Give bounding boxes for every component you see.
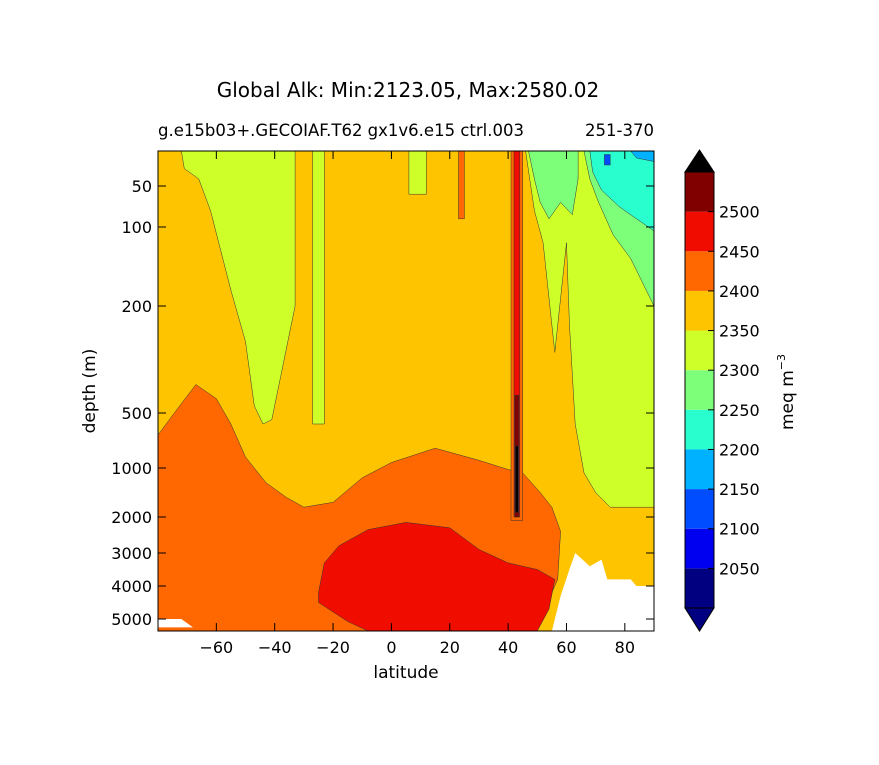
colorbar-tick-label: 2150: [719, 480, 760, 499]
y-tick-label: 3000: [111, 544, 152, 563]
x-tick-label: 0: [386, 638, 396, 657]
x-tick-label: 60: [556, 638, 576, 657]
colorbar-segment: [685, 211, 714, 252]
y-tick-label: 500: [121, 404, 152, 423]
colorbar-tick-label: 2350: [719, 322, 760, 341]
contour-arctic-min: [604, 154, 611, 166]
colorbar-extend-max: [684, 149, 715, 173]
y-axis-label: depth (m): [80, 349, 100, 434]
colorbar-segment: [685, 409, 714, 450]
contour-equatorial-low: [408, 150, 427, 195]
colorbar-label-unit: meq m: [778, 370, 798, 430]
colorbar-segment: [685, 330, 714, 371]
colorbar-extend-min: [684, 607, 715, 632]
chart-subtitle: g.e15b03+.GECOIAF.T62 gx1v6.e15 ctrl.003: [158, 121, 524, 140]
colorbar-segment: [685, 568, 714, 608]
colorbar-tick-label: 2400: [719, 282, 760, 301]
plot-frame: [157, 150, 655, 632]
contour-north-subpolar: [528, 150, 579, 220]
contour-fills: [157, 150, 655, 632]
y-tick-label: 50: [132, 177, 152, 196]
colorbar: 2050 2100 2150 2200 2250 2300 2350 2400 2450 2500: [684, 149, 760, 632]
contour-southern-low-2: [312, 150, 325, 425]
colorbar-tick-label: 2050: [719, 559, 760, 578]
colorbar-segment: [685, 449, 714, 490]
colorbar-tick-label: 2200: [719, 440, 760, 459]
y-tick-label: 4000: [111, 577, 152, 596]
x-tick-label: 20: [440, 638, 460, 657]
x-axis: −60 −40 −20 0 20 40 60 80: [199, 151, 635, 657]
chart-title: Global Alk: Min:2123.05, Max:2580.02: [217, 78, 600, 102]
x-tick-label: −60: [199, 638, 233, 657]
x-tick-label: 80: [615, 638, 635, 657]
x-tick-label: −40: [258, 638, 292, 657]
x-tick-label: −20: [316, 638, 350, 657]
colorbar-label: meq m−3: [775, 354, 798, 430]
colorbar-tick-label: 2300: [719, 361, 760, 380]
plot-area: [157, 150, 655, 632]
colorbar-segment: [685, 528, 714, 569]
y-tick-label: 2000: [111, 508, 152, 527]
seafloor-south: [158, 619, 194, 628]
x-tick-label: 40: [498, 638, 518, 657]
y-axis: 50 100 200 500 1000 2000 3000 4000 5000: [111, 177, 654, 629]
contour-southern-low: [158, 150, 296, 425]
colorbar-tick-label: 2500: [719, 203, 760, 222]
colorbar-segment: [685, 172, 714, 212]
contour-deep-core: [318, 522, 556, 632]
colorbar-tick-label: 2100: [719, 520, 760, 539]
colorbar-label-exponent: −3: [775, 354, 788, 370]
colorbar-tick-label: 2450: [719, 242, 760, 261]
colorbar-segment: [685, 290, 714, 331]
seafloor-north: [551, 553, 654, 631]
chart-subtitle-years: 251-370: [585, 121, 654, 140]
x-axis-label: latitude: [373, 663, 438, 683]
colorbar-segment: [685, 251, 714, 291]
contour-column-20n: [458, 150, 465, 220]
colorbar-frame: [684, 171, 715, 609]
colorbar-tick-label: 2250: [719, 401, 760, 420]
contour-north-upper: [487, 150, 655, 508]
contour-column-43n-peak: [515, 445, 519, 513]
y-tick-label: 100: [121, 218, 152, 237]
colorbar-segment: [685, 489, 714, 529]
y-tick-label: 200: [121, 297, 152, 316]
colorbar-segment: [685, 370, 714, 410]
y-tick-label: 1000: [111, 459, 152, 478]
y-tick-label: 5000: [111, 610, 152, 629]
